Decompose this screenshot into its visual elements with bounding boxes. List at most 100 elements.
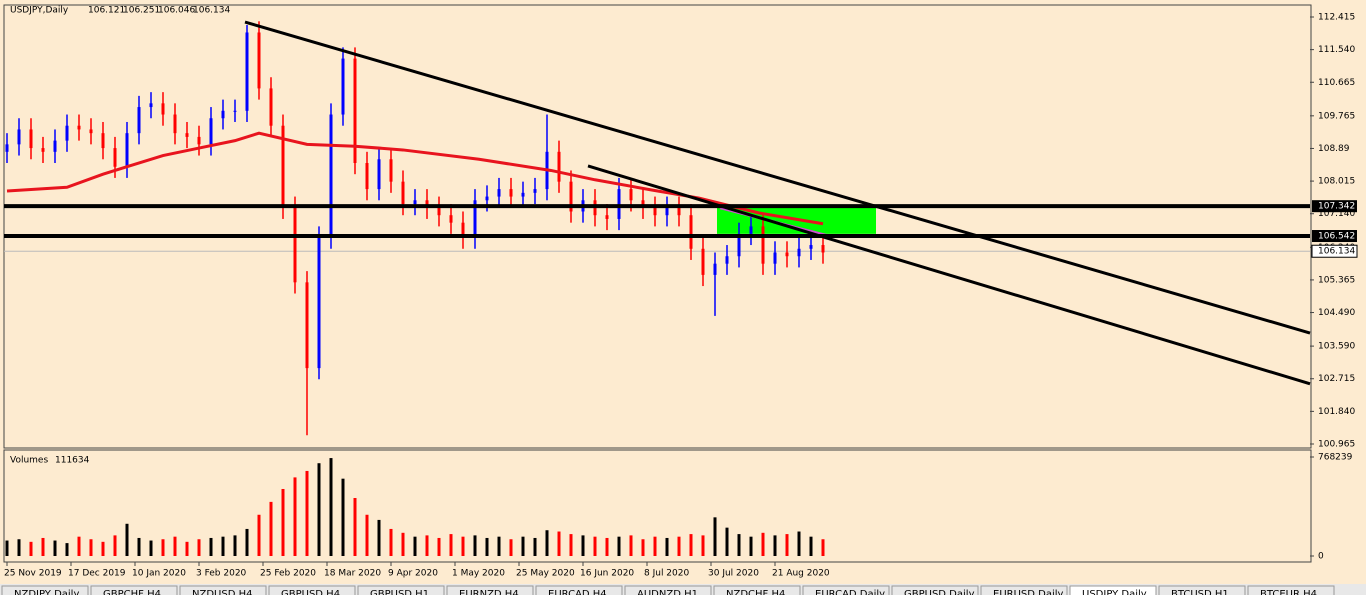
- volume-bar: [125, 523, 129, 556]
- x-tick-label: 10 Jan 2020: [132, 569, 186, 579]
- volume-bar: [749, 536, 753, 556]
- tab[interactable]: [891, 585, 979, 595]
- volume-bar: [77, 536, 81, 556]
- candle-body: [821, 245, 825, 253]
- tab-label[interactable]: AUDNZD,H1: [637, 589, 698, 595]
- candle-body: [269, 88, 273, 126]
- candle-body: [329, 114, 333, 238]
- candle-body: [749, 226, 753, 234]
- volume-bar: [29, 541, 33, 556]
- volume-bar: [461, 536, 465, 556]
- tab-label[interactable]: NZDCHF,H4: [726, 589, 785, 595]
- volume-bar: [485, 537, 489, 556]
- tab[interactable]: [90, 585, 178, 595]
- x-tick-label: 8 Jul 2020: [644, 569, 689, 579]
- candle-body: [233, 110, 237, 112]
- volume-label: Volumes: [10, 456, 48, 466]
- volume-bar: [761, 532, 765, 556]
- candle-body: [365, 163, 369, 190]
- volume-bar: [221, 536, 225, 556]
- candle-body: [797, 248, 801, 257]
- tab[interactable]: [802, 585, 890, 595]
- volume-bar: [317, 463, 321, 556]
- volume-bar: [821, 539, 825, 556]
- candle-body: [713, 263, 717, 275]
- tab-label[interactable]: GBPCHF,H4: [103, 589, 161, 595]
- tab-label[interactable]: USDJPY,Daily: [1082, 589, 1147, 595]
- tab-label[interactable]: BTCUSD,H1: [1171, 589, 1229, 595]
- candle-body: [173, 114, 177, 134]
- tab-label[interactable]: BTCEUR,H4: [1260, 589, 1317, 595]
- x-tick-label: 30 Jul 2020: [708, 569, 759, 579]
- tab-label[interactable]: EURCAD,H4: [548, 589, 607, 595]
- x-tick-label: 9 Apr 2020: [388, 569, 438, 579]
- header-price: 106.251: [123, 6, 160, 16]
- tab[interactable]: [357, 585, 445, 595]
- volume-bar: [329, 458, 333, 556]
- tab-label[interactable]: GBPUSD,Daily: [904, 589, 975, 595]
- tab[interactable]: [713, 585, 801, 595]
- tab[interactable]: [535, 585, 623, 595]
- volume-bar: [509, 539, 513, 556]
- volume-bar: [677, 536, 681, 556]
- volume-bar: [665, 537, 669, 556]
- x-tick-label: 18 Mar 2020: [324, 569, 381, 579]
- candle-body: [737, 233, 741, 257]
- volume-bar: [605, 537, 609, 556]
- volume-bar: [113, 535, 117, 556]
- candle-body: [653, 207, 657, 216]
- candle-body: [137, 107, 141, 134]
- tab-label[interactable]: NZDJPY,Daily: [14, 589, 79, 595]
- tab[interactable]: [446, 585, 534, 595]
- candle-body: [17, 129, 21, 145]
- candle-body: [449, 215, 453, 223]
- volume-bar: [413, 536, 417, 556]
- x-tick-label: 21 Aug 2020: [772, 569, 830, 579]
- tab[interactable]: [179, 585, 267, 595]
- tab-label[interactable]: GBPUSD,H1: [370, 589, 429, 595]
- price-panel: [3, 4, 1312, 449]
- candle-body: [785, 252, 789, 257]
- volume-bar: [773, 535, 777, 556]
- volume-bar: [701, 535, 705, 556]
- tab[interactable]: [1247, 585, 1335, 595]
- y-tick-label: 102.715: [1318, 374, 1355, 384]
- tab-label[interactable]: EURUSD,Daily: [993, 589, 1064, 595]
- tab[interactable]: [624, 585, 712, 595]
- volume-bar: [401, 532, 405, 556]
- candle-body: [665, 207, 669, 216]
- price-label: 106.542: [1318, 232, 1355, 242]
- tab-label[interactable]: EURCAD,Daily: [815, 589, 885, 595]
- x-tick-label: 3 Feb 2020: [196, 569, 247, 579]
- candle-body: [377, 159, 381, 190]
- tab[interactable]: [980, 585, 1068, 595]
- tab[interactable]: [1158, 585, 1246, 595]
- tab[interactable]: [1, 585, 89, 595]
- chart-title: USDJPY,Daily: [10, 6, 69, 16]
- volume-bar: [497, 536, 501, 556]
- candle-body: [401, 181, 405, 205]
- candle-body: [29, 129, 33, 149]
- volume-bar: [197, 539, 201, 556]
- candle-body: [557, 151, 561, 182]
- price-label-box: [1312, 200, 1357, 213]
- tab[interactable]: [268, 585, 356, 595]
- volume-bar: [425, 535, 429, 556]
- candle-body: [209, 118, 213, 145]
- tab-label[interactable]: EURNZD,H4: [459, 589, 519, 595]
- volume-bar: [377, 519, 381, 556]
- y-tick-label: 101.840: [1318, 407, 1355, 417]
- y-tick-label: 105.365: [1318, 275, 1355, 285]
- tab[interactable]: [1069, 585, 1157, 595]
- volume-bar: [17, 539, 21, 556]
- tab-label[interactable]: NZDUSD,H4: [192, 589, 252, 595]
- tab-label[interactable]: GBPUSD,H4: [281, 589, 340, 595]
- volume-bar: [365, 514, 369, 556]
- volume-bar: [65, 543, 69, 556]
- candle-body: [161, 103, 165, 115]
- volume-bar: [593, 536, 597, 556]
- volume-bar: [137, 537, 141, 556]
- volume-tick-label: 768239: [1318, 453, 1353, 463]
- price-label-box: [1311, 244, 1358, 258]
- volume-bar: [149, 540, 153, 556]
